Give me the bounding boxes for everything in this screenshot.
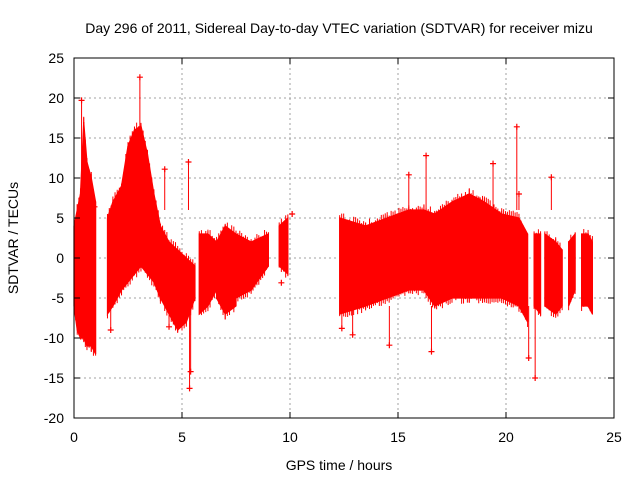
data-band [483,200,503,299]
y-tick-label: 20 [48,90,64,106]
x-tick-label: 0 [70,429,78,445]
data-point [278,279,285,286]
data-band [140,125,149,276]
chart-title: Day 296 of 2011, Sidereal Day-to-day VTE… [85,20,593,36]
data-band [365,217,388,307]
data-band [146,153,155,284]
data-band [501,213,520,307]
y-tick-label: 25 [48,50,64,66]
data-band [533,233,542,316]
y-tick-label: -10 [44,330,64,346]
data-band [555,240,563,316]
data-band [250,233,269,292]
data-band [568,232,576,307]
y-tick-label: 5 [56,210,64,226]
data-band [451,193,470,299]
y-axis-label: SDTVAR / TECUs [5,182,21,294]
data-band [544,232,557,316]
x-tick-labels: 0 5 10 15 20 25 [70,429,622,445]
y-tick-label: -15 [44,370,64,386]
x-tick-label: 10 [282,429,298,445]
data-band [386,209,410,299]
y-tick-label: 10 [48,170,64,186]
data-band [423,209,436,308]
data-band [580,233,589,307]
axis-ticks [73,57,615,419]
data-series-sdtvar [73,74,594,392]
data-band [106,201,114,316]
x-tick-label: 20 [498,429,514,445]
data-band [224,224,237,316]
x-tick-label: 15 [390,429,406,445]
y-tick-label: -20 [44,410,64,426]
x-axis-label: GPS time / hours [286,457,393,473]
data-band [434,200,453,307]
x-tick-label: 25 [606,429,622,445]
data-band [127,129,136,284]
y-tick-label: -5 [52,290,65,306]
data-band [153,193,161,299]
data-band [120,145,129,292]
plot-frame [73,57,615,419]
y-tick-labels: -20 -15 -10 -5 0 5 10 15 20 25 [44,50,64,426]
x-tick-label: 5 [178,429,186,445]
y-tick-label: 0 [56,250,64,266]
y-tick-label: 15 [48,130,64,146]
data-point [289,211,296,217]
